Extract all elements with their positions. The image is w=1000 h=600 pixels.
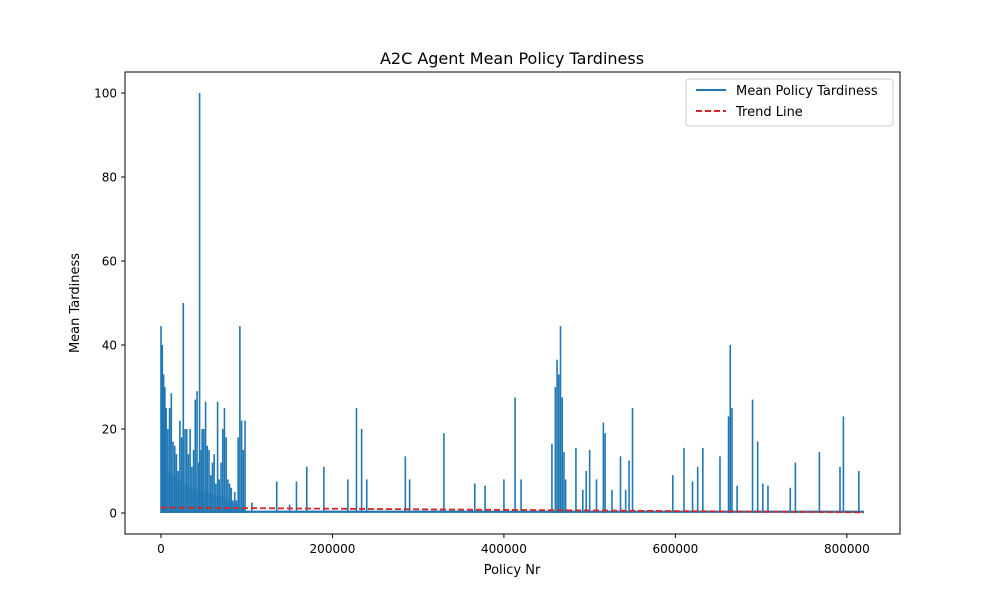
y-tick-label: 40 <box>102 339 117 353</box>
y-axis: 0 20 40 60 80 100 <box>94 87 125 521</box>
plot-frame <box>124 71 901 535</box>
y-tick-label: 80 <box>102 171 117 185</box>
x-axis: 0 200000 400000 600000 800000 <box>157 534 870 556</box>
y-axis-label: Mean Tardiness <box>68 253 83 353</box>
series-layer <box>160 93 864 514</box>
x-tick-label: 600000 <box>652 542 698 556</box>
y-tick-label: 100 <box>94 87 117 101</box>
x-tick-label: 200000 <box>310 542 356 556</box>
legend-box <box>685 78 894 127</box>
y-tick-label: 0 <box>109 507 117 521</box>
series-dense-region <box>161 462 247 513</box>
y-tick-label: 60 <box>102 255 117 269</box>
x-tick-label: 400000 <box>481 542 527 556</box>
x-tick-label: 800000 <box>824 542 870 556</box>
x-tick-label: 0 <box>157 542 165 556</box>
legend-label-trend-line: Trend Line <box>735 105 803 120</box>
y-tick-label: 20 <box>102 423 117 437</box>
x-axis-label: Policy Nr <box>484 563 541 578</box>
legend: Mean Policy Tardiness Trend Line <box>685 78 894 127</box>
chart-title: A2C Agent Mean Policy Tardiness <box>380 49 644 68</box>
trend-line <box>161 506 864 514</box>
plot-area <box>160 93 864 514</box>
legend-label-mean-policy-tardiness: Mean Policy Tardiness <box>736 84 878 99</box>
